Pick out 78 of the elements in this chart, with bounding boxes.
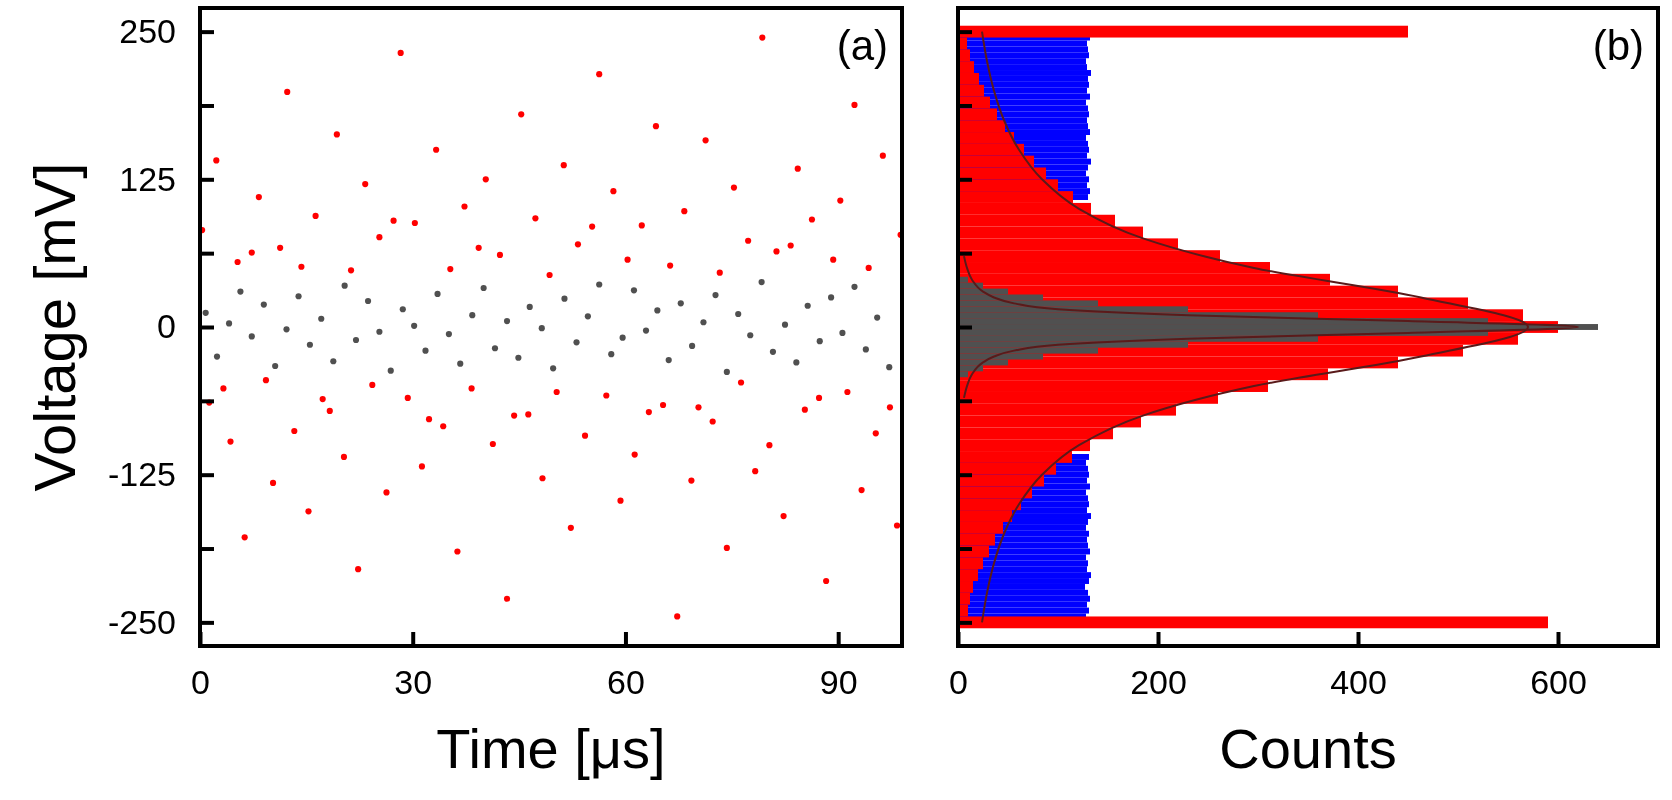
point xyxy=(804,302,811,309)
point xyxy=(341,282,348,289)
x-tick-label: 0 xyxy=(949,663,968,702)
point xyxy=(862,346,869,353)
point xyxy=(608,351,615,358)
point xyxy=(573,339,580,346)
point xyxy=(665,357,672,364)
point xyxy=(689,342,696,349)
x-axis-title: Time [μs] xyxy=(436,717,666,780)
point xyxy=(526,303,533,310)
point xyxy=(213,353,221,360)
point xyxy=(561,295,568,302)
point xyxy=(630,287,638,294)
point xyxy=(330,358,337,365)
point xyxy=(654,307,661,314)
point xyxy=(491,345,499,352)
point xyxy=(596,281,603,288)
point xyxy=(283,326,290,333)
point xyxy=(202,309,209,316)
y-tick-label: 250 xyxy=(119,12,176,51)
annotation: (a) xyxy=(836,22,888,69)
point xyxy=(735,310,742,318)
point xyxy=(387,367,394,374)
point xyxy=(469,312,476,319)
point xyxy=(619,334,626,341)
point xyxy=(839,329,846,336)
point xyxy=(874,314,881,321)
x-tick-label: 60 xyxy=(607,663,645,702)
y-tick-label: -250 xyxy=(107,602,176,641)
point xyxy=(445,331,452,338)
point xyxy=(376,328,383,335)
y-tick-label: 0 xyxy=(157,307,176,346)
point xyxy=(700,319,707,326)
point xyxy=(584,313,591,320)
point xyxy=(260,301,267,308)
y-axis-title: Voltage [mV] xyxy=(22,162,88,492)
point xyxy=(503,318,511,325)
point xyxy=(712,292,719,299)
x-tick-label: 600 xyxy=(1530,663,1587,702)
point xyxy=(769,348,777,355)
point xyxy=(422,347,429,354)
y-tick-label: -125 xyxy=(107,455,176,494)
point xyxy=(237,288,244,295)
point xyxy=(886,364,893,371)
point xyxy=(352,336,360,344)
point xyxy=(538,325,545,332)
y-tick-label: 125 xyxy=(119,159,176,198)
point xyxy=(272,362,279,370)
point xyxy=(781,321,789,328)
point xyxy=(550,365,557,372)
x-tick-label: 30 xyxy=(394,663,433,702)
point xyxy=(295,293,302,300)
x-tick-label: 200 xyxy=(1130,663,1187,702)
point xyxy=(306,341,313,348)
point xyxy=(828,294,835,301)
point xyxy=(515,354,522,361)
annotation: (b) xyxy=(1592,22,1644,69)
point xyxy=(816,338,823,345)
x-tick-label: 400 xyxy=(1330,663,1387,702)
point xyxy=(364,297,372,305)
point xyxy=(851,283,858,290)
x-tick-label: 90 xyxy=(819,663,858,702)
point xyxy=(793,359,800,366)
point xyxy=(677,300,684,307)
point xyxy=(747,332,754,339)
point xyxy=(248,333,255,340)
point xyxy=(758,279,765,286)
point xyxy=(318,315,325,322)
point xyxy=(457,360,464,367)
point xyxy=(723,368,730,375)
point xyxy=(434,290,441,297)
x-axis-title: Counts xyxy=(1219,717,1397,780)
x-tick-label: 0 xyxy=(191,663,210,702)
point xyxy=(225,320,233,327)
point xyxy=(480,284,487,292)
point xyxy=(642,327,650,334)
point xyxy=(411,322,418,329)
point xyxy=(399,306,406,313)
